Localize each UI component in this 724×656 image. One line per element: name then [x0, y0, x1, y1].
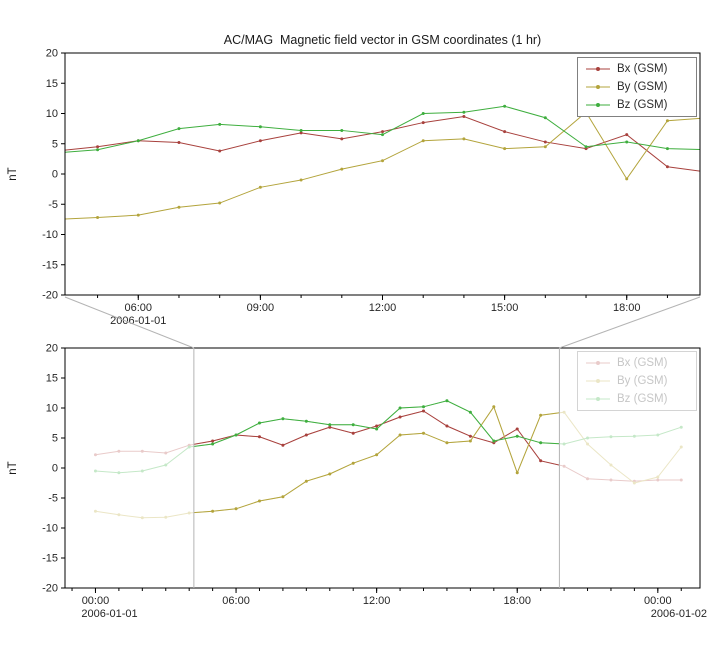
bx-line-bottom-context	[93, 409, 683, 483]
x-tick-label: 06:00	[125, 302, 153, 314]
legend-bottom-faded: Bx (GSM) By (GSM) Bz (GSM)	[577, 351, 697, 411]
x-tick-label: 18:00	[503, 595, 531, 607]
bz-line-swatch	[586, 103, 610, 107]
bx-line-swatch-faded	[586, 361, 610, 365]
date-label: 2006-01-01	[81, 608, 137, 620]
bottom-plot-area[interactable]	[64, 347, 701, 589]
bx-line-bottom	[193, 409, 560, 466]
y-tick-label: -5	[48, 493, 58, 505]
legend-label-bx: Bx (GSM)	[617, 357, 668, 369]
y-tick-label: -20	[42, 290, 58, 302]
y-tick-label: 10	[46, 108, 58, 120]
legend-label-bz: Bz (GSM)	[617, 393, 668, 405]
bx-line-swatch	[586, 67, 610, 71]
bx-line-top	[65, 115, 700, 172]
y-tick-label: 20	[46, 48, 58, 60]
y-tick-label: 5	[52, 138, 58, 150]
chart-title: AC/MAG Magnetic field vector in GSM coor…	[223, 33, 542, 47]
y-tick-label: 0	[52, 169, 58, 181]
bz-line-swatch-faded	[586, 397, 610, 401]
date-label: 2006-01-02	[651, 608, 707, 620]
by-line-swatch-faded	[586, 379, 610, 383]
y-tick-label: -20	[42, 583, 58, 595]
y-tick-label: 20	[46, 343, 58, 355]
legend-item-by: By (GSM)	[585, 374, 689, 388]
legend-item-by: By (GSM)	[585, 80, 689, 94]
bz-line-bottom	[193, 399, 560, 447]
x-tick-label: 15:00	[491, 302, 519, 314]
legend-item-bz: Bz (GSM)	[585, 392, 689, 406]
y-tick-label: 0	[52, 463, 58, 475]
legend-item-bx: Bx (GSM)	[585, 356, 689, 370]
y-tick-label: 15	[46, 373, 58, 385]
x-tick-label: 00:00	[82, 595, 110, 607]
legend-item-bx: Bx (GSM)	[585, 62, 689, 76]
date-label: 2006-01-01	[110, 315, 166, 327]
legend-top: Bx (GSM) By (GSM) Bz (GSM)	[577, 57, 697, 117]
by-line-top	[65, 110, 700, 220]
by-line-bottom	[193, 405, 560, 514]
y-tick-label: -10	[42, 523, 58, 535]
zoom-connector-left	[64, 296, 195, 349]
y-tick-label: -15	[42, 259, 58, 271]
x-tick-label: 00:00	[644, 595, 672, 607]
x-tick-label: 18:00	[613, 302, 641, 314]
y-tick-label: -5	[48, 199, 58, 211]
legend-item-bz: Bz (GSM)	[585, 98, 689, 112]
legend-label-bz: Bz (GSM)	[617, 99, 668, 111]
legend-label-by: By (GSM)	[617, 375, 668, 387]
x-tick-label: 09:00	[247, 302, 275, 314]
zoom-connector-right	[559, 296, 701, 349]
y-tick-label: 10	[46, 403, 58, 415]
legend-label-bx: Bx (GSM)	[617, 63, 668, 75]
y-tick-label: 5	[52, 433, 58, 445]
by-line-bottom-context	[93, 405, 683, 520]
y-tick-label: 15	[46, 78, 58, 90]
by-line-swatch	[586, 85, 610, 89]
x-tick-label: 12:00	[369, 302, 397, 314]
x-tick-label: 06:00	[222, 595, 250, 607]
top-plot-area[interactable]	[64, 52, 701, 296]
bz-line-top	[65, 104, 700, 153]
legend-label-by: By (GSM)	[617, 81, 668, 93]
y-tick-label: -15	[42, 553, 58, 565]
y-tick-label: -10	[42, 229, 58, 241]
x-tick-label: 12:00	[363, 595, 391, 607]
